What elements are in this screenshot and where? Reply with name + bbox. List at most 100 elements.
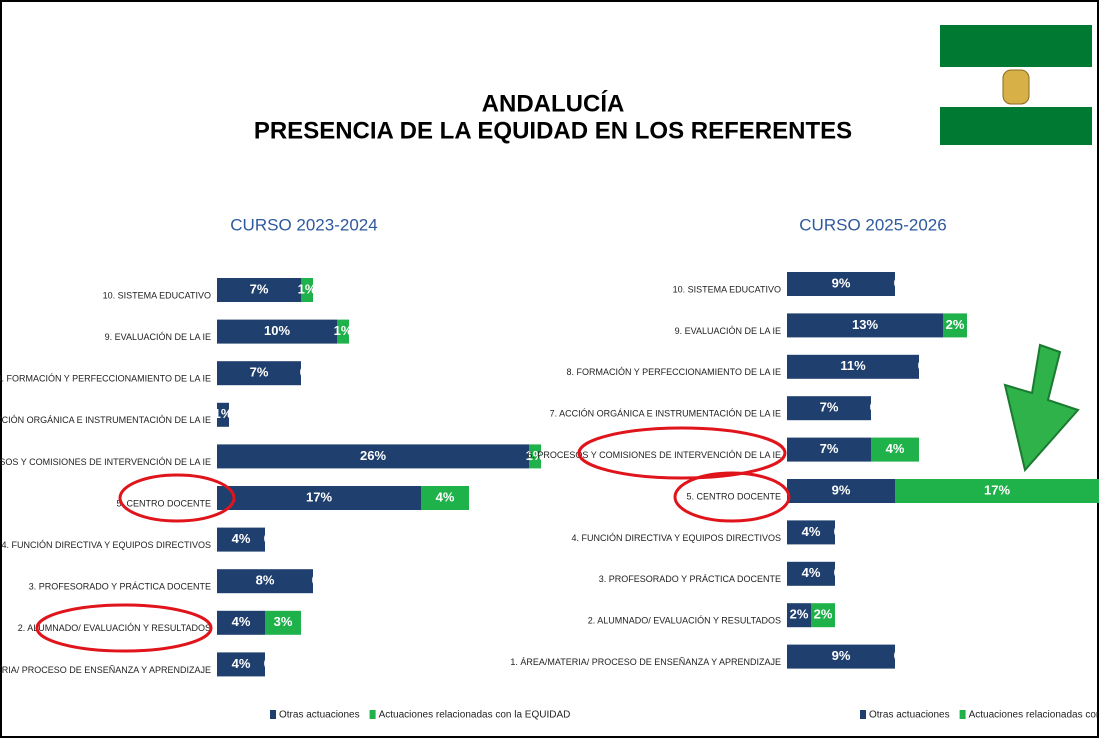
category-label: 3. PROFESORADO Y PRÁCTICA DOCENTE (599, 574, 781, 584)
category-label: 4. FUNCIÓN DIRECTIVA Y EQUIPOS DIRECTIVO… (571, 533, 781, 543)
bar-segment (787, 396, 871, 421)
category-label: 10. SISTEMA EDUCATIVO (673, 284, 781, 294)
legend-swatch (959, 710, 966, 719)
category-label: 6. PROCESOS Y COMISIONES DE INTERVENCIÓN… (0, 457, 211, 467)
bar-segment (787, 644, 895, 669)
bar-segment (217, 278, 301, 302)
arrow (1003, 343, 1080, 473)
value-label: 7% (250, 365, 269, 380)
bar-segment (811, 603, 835, 628)
title-line: PRESENCIA DE LA EQUIDAD EN LOS REFERENTE… (254, 117, 852, 144)
category-label: 2. ALUMNADO/ EVALUACIÓN Y RESULTADOS (588, 616, 781, 626)
flag (940, 25, 1092, 145)
bar-segment (787, 603, 811, 628)
value-label: 9% (832, 482, 851, 497)
bar-segment (943, 313, 967, 338)
category-label: 8. FORMACIÓN Y PERFECCIONAMIENTO DE LA I… (0, 374, 211, 384)
bar-segment (217, 402, 229, 427)
annotations (35, 426, 791, 653)
bar-segment (265, 610, 301, 635)
bar-segment (787, 313, 943, 338)
value-label: 8% (256, 573, 275, 588)
category-label: 6. PROCESOS Y COMISIONES DE INTERVENCIÓN… (527, 450, 781, 460)
chart-title: CURSO 2023-2024 (230, 215, 377, 234)
bar-segment (217, 486, 421, 510)
bar-segment (895, 479, 1099, 503)
bar-segment (787, 561, 835, 586)
value-label: 3% (274, 614, 293, 629)
value-label: 4% (802, 565, 821, 580)
bar-segment (217, 361, 301, 386)
category-label: 1. ÁREA/MATERIA/ PROCESO DE ENSEÑANZA Y … (0, 665, 211, 675)
category-label: 3. PROFESORADO Y PRÁCTICA DOCENTE (29, 582, 211, 592)
bar-segment (787, 479, 895, 503)
category-label: 9. EVALUACIÓN DE LA IE (105, 332, 211, 342)
value-label: 0% (228, 406, 247, 421)
value-label: 1% (526, 448, 545, 463)
category-label: 7. ACCIÓN ORGÁNICA E INSTRUMENTACIÓN DE … (0, 415, 211, 425)
value-label: 7% (820, 400, 839, 415)
legend-label: Actuaciones relacionadas con la EQUIDAD (969, 710, 1099, 721)
value-label: 0% (894, 275, 913, 290)
value-label: 4% (802, 524, 821, 539)
legend-swatch (860, 710, 866, 719)
legend-swatch (369, 710, 376, 719)
value-label: 0% (264, 656, 283, 671)
bar-segment (217, 569, 313, 594)
bar-segment (217, 610, 265, 635)
value-label: 4% (232, 531, 251, 546)
value-label: 1% (334, 323, 353, 338)
legend-label: Actuaciones relacionadas con la EQUIDAD (379, 710, 571, 721)
chart-title: CURSO 2025-2026 (799, 215, 946, 234)
bar-segment (529, 444, 541, 469)
value-label: 17% (984, 482, 1010, 497)
value-label: 17% (306, 489, 332, 504)
bar-segment (217, 444, 529, 469)
bar-segment (787, 520, 835, 545)
value-label: 10% (264, 323, 290, 338)
bar-segment (871, 437, 919, 462)
value-label: 2% (814, 607, 833, 622)
bar-segment (787, 437, 871, 462)
value-label: 1% (214, 406, 233, 421)
value-label: 4% (436, 489, 455, 504)
value-label: 0% (834, 524, 853, 539)
value-label: 2% (946, 317, 965, 332)
value-label: 1% (298, 281, 317, 296)
value-label: 26% (360, 448, 386, 463)
value-label: 13% (852, 317, 878, 332)
category-label: 1. ÁREA/MATERIA/ PROCESO DE ENSEÑANZA Y … (510, 657, 781, 667)
category-label: 10. SISTEMA EDUCATIVO (103, 290, 211, 300)
bar-segment (217, 652, 265, 677)
category-label: 2. ALUMNADO/ EVALUACIÓN Y RESULTADOS (18, 623, 211, 633)
legend-label: Otras actuaciones (279, 710, 360, 721)
value-label: 9% (832, 648, 851, 663)
legend-label: Otras actuaciones (869, 710, 950, 721)
value-label: 4% (232, 656, 251, 671)
bar-segment (787, 354, 919, 379)
category-label: 9. EVALUACIÓN DE LA IE (675, 326, 781, 336)
value-label: 0% (300, 365, 319, 380)
value-label: 4% (232, 614, 251, 629)
value-label: 2% (790, 607, 809, 622)
value-label: 4% (886, 441, 905, 456)
bar-segment (421, 486, 469, 510)
value-label: 11% (840, 358, 866, 373)
value-label: 7% (250, 281, 269, 296)
value-label: 0% (870, 400, 889, 415)
bar-segment (217, 527, 265, 552)
bar-segment (301, 278, 313, 302)
value-label: 0% (834, 565, 853, 580)
bar-segment (337, 319, 349, 344)
category-label: 4. FUNCIÓN DIRECTIVA Y EQUIPOS DIRECTIVO… (1, 540, 211, 550)
category-label: 5. CENTRO DOCENTE (686, 491, 781, 501)
value-label: 9% (832, 275, 851, 290)
value-label: 0% (894, 648, 913, 663)
value-label: 7% (820, 441, 839, 456)
bar-segment (787, 272, 895, 296)
title-line: ANDALUCÍA (482, 89, 625, 117)
value-label: 0% (918, 358, 937, 373)
value-label: 0% (264, 531, 283, 546)
value-label: 0% (312, 573, 331, 588)
